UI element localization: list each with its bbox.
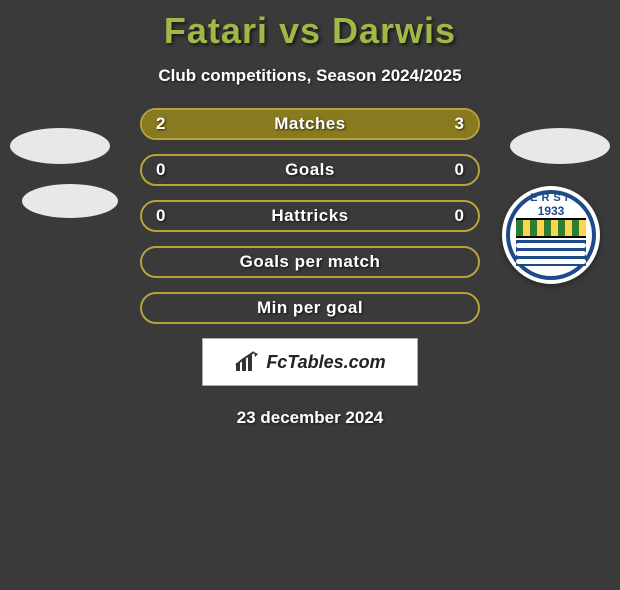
stat-row-hattricks: 0 0 Hattricks: [140, 200, 480, 232]
stat-value-left: 0: [156, 206, 165, 226]
stat-value-left: 0: [156, 160, 165, 180]
stat-label: Hattricks: [271, 206, 348, 226]
stat-row-min-per-goal: Min per goal: [140, 292, 480, 324]
stat-row-goals: 0 0 Goals: [140, 154, 480, 186]
stat-row-matches: 2 3 Matches: [140, 108, 480, 140]
club-badge-waves: [516, 240, 586, 266]
brand-box[interactable]: FcTables.com: [202, 338, 418, 386]
date-text: 23 december 2024: [0, 408, 620, 428]
club-badge-stripes: [516, 218, 586, 238]
brand-text: FcTables.com: [266, 352, 385, 373]
club-badge-year: 1933: [502, 204, 600, 218]
club-badge-wave-line: [516, 259, 586, 264]
club-badge-wave-line: [516, 251, 586, 256]
stat-label: Matches: [274, 114, 346, 134]
player-right-avatar-placeholder: [510, 128, 610, 164]
stat-value-right: 0: [455, 206, 464, 226]
page-title: Fatari vs Darwis: [0, 10, 620, 52]
club-badge-text: ERSI: [502, 192, 600, 204]
player-left-club-placeholder: [22, 184, 118, 218]
club-badge-right: ERSI 1933: [502, 186, 600, 284]
subtitle: Club competitions, Season 2024/2025: [0, 66, 620, 86]
stat-value-left: 2: [156, 114, 165, 134]
stat-value-right: 3: [455, 114, 464, 134]
stat-row-goals-per-match: Goals per match: [140, 246, 480, 278]
player-left-avatar-placeholder: [10, 128, 110, 164]
stat-label: Goals per match: [240, 252, 381, 272]
stat-value-right: 0: [455, 160, 464, 180]
stat-label: Min per goal: [257, 298, 363, 318]
club-badge-wave-line: [516, 243, 586, 248]
chart-icon: [234, 351, 260, 373]
stat-label: Goals: [285, 160, 335, 180]
